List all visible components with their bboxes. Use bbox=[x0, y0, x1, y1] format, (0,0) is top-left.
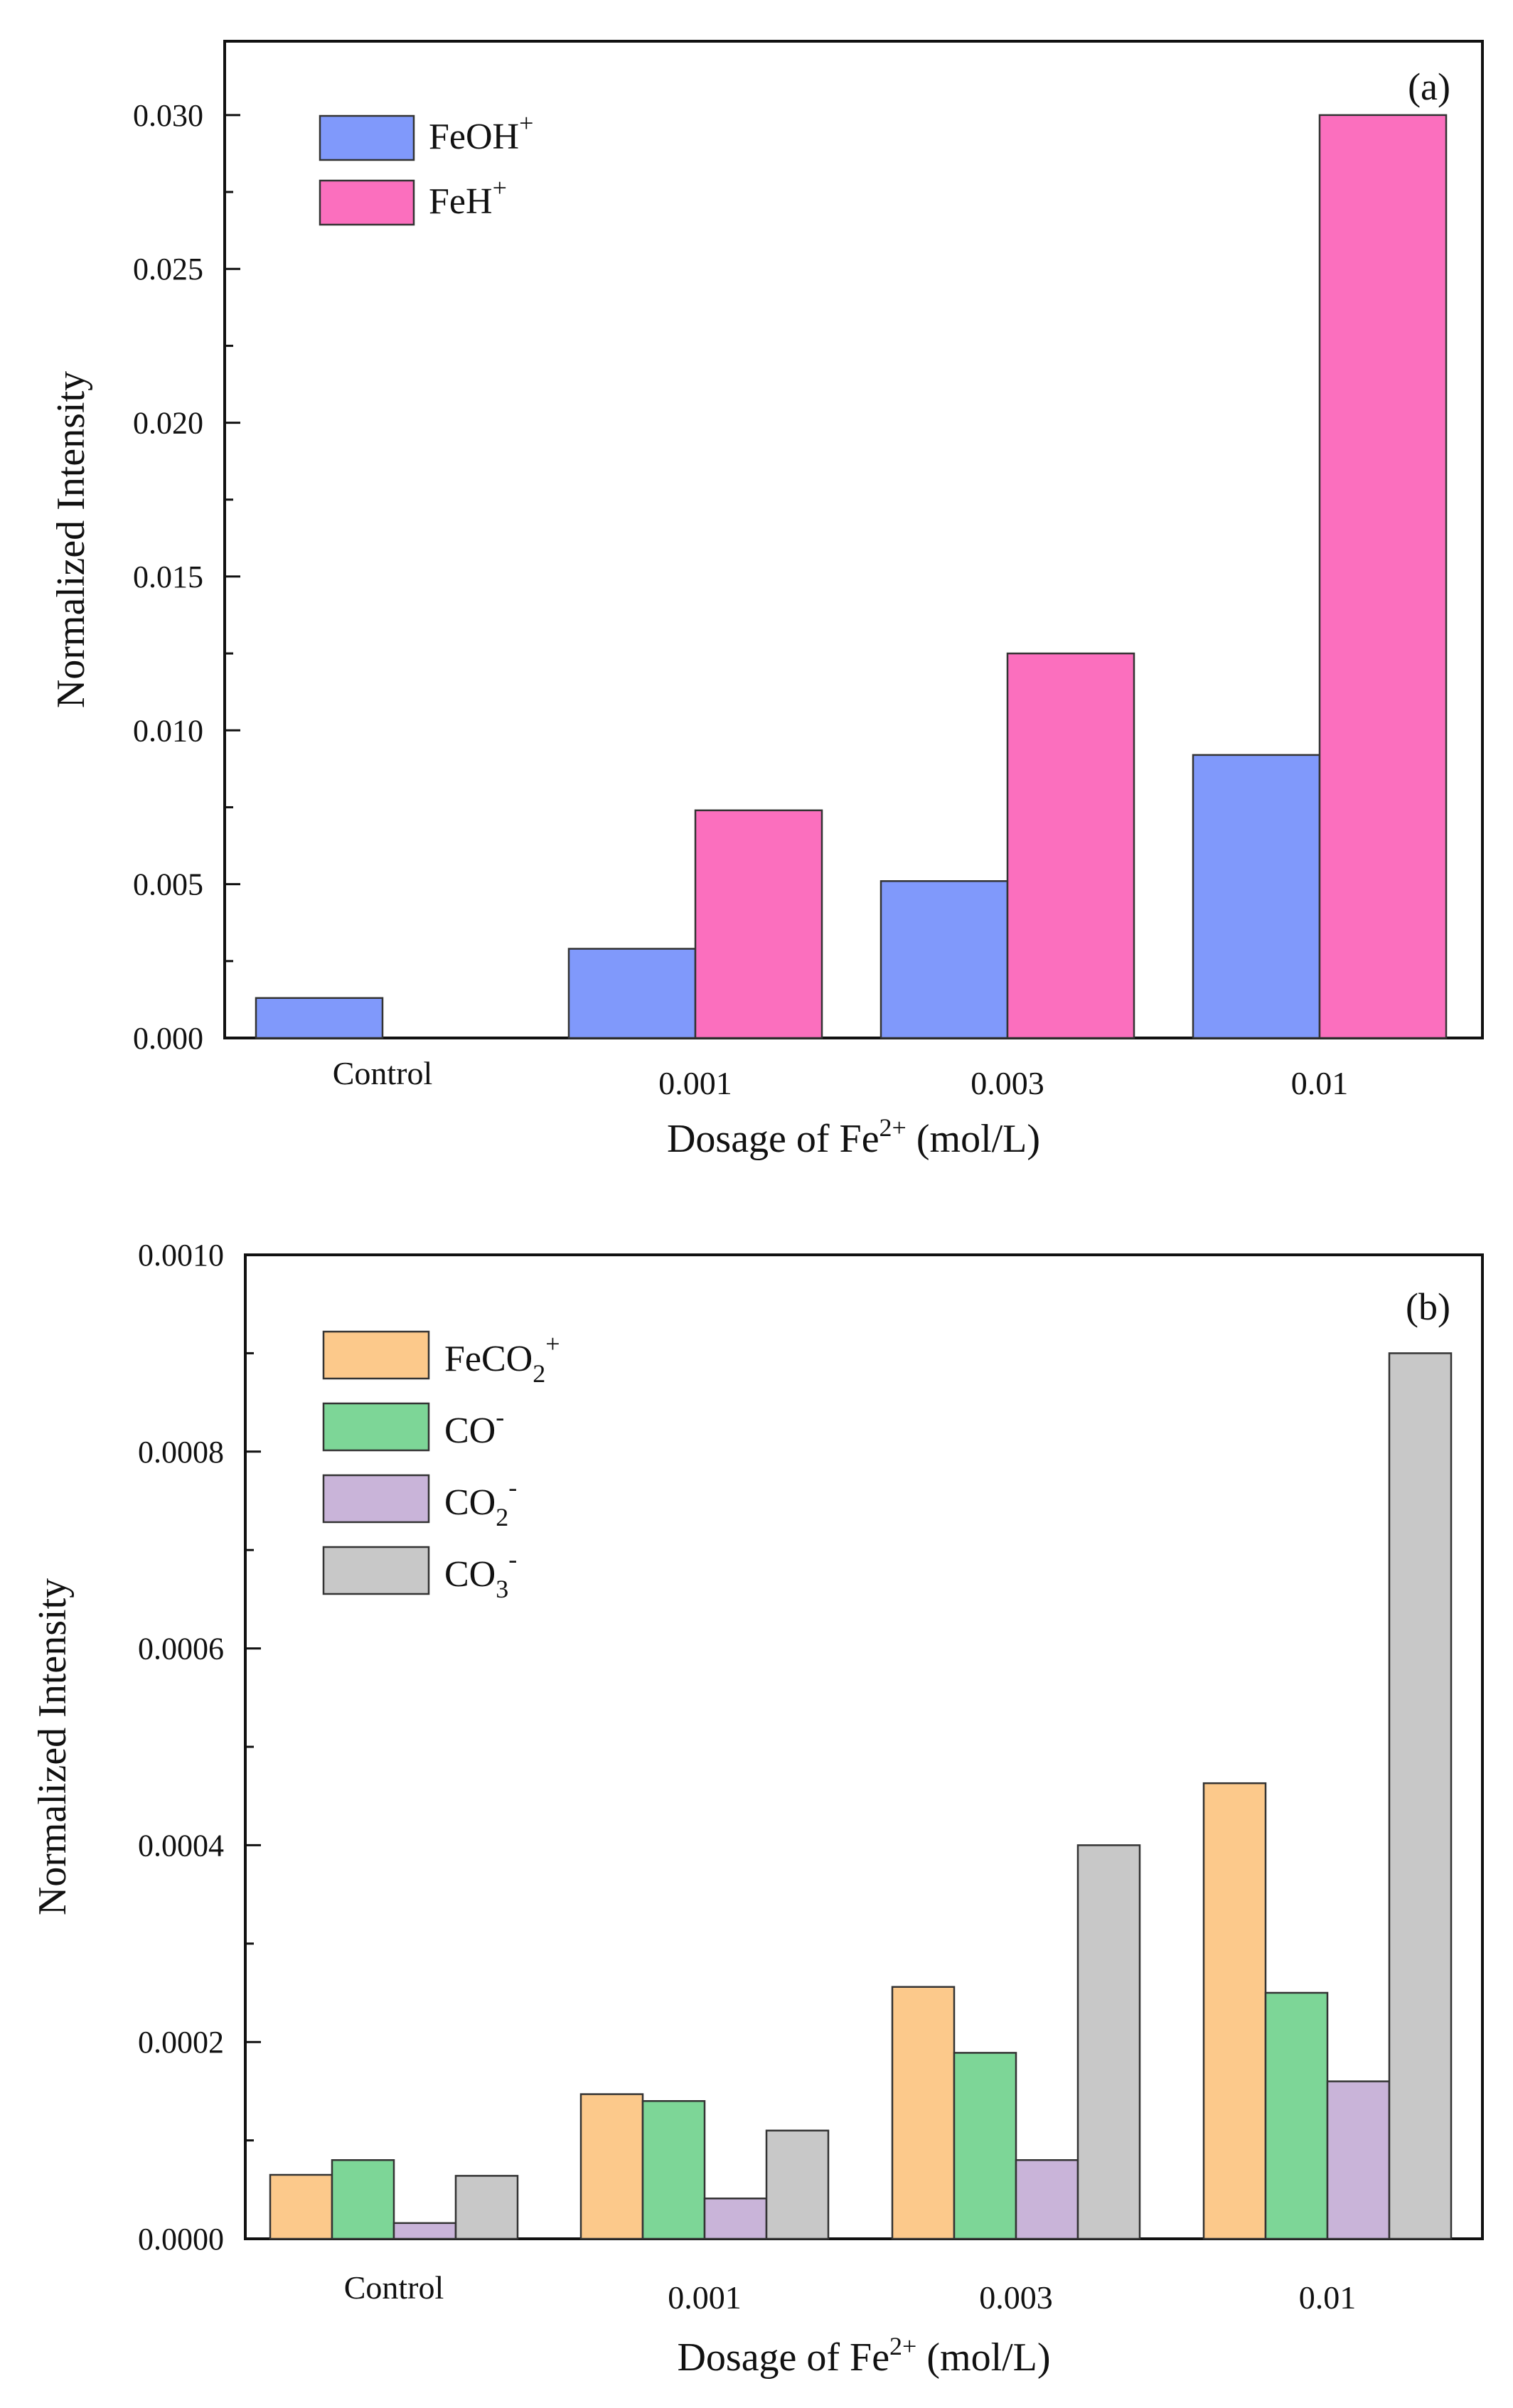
bar bbox=[1326, 2080, 1391, 2240]
y-tick-label: 0.0006 bbox=[138, 1632, 224, 1666]
y-tick-label: 0.025 bbox=[133, 252, 203, 287]
x-category-label: 0.003 bbox=[979, 2279, 1053, 2316]
legend: FeOH+ FeH+ bbox=[319, 109, 533, 226]
bar bbox=[703, 2198, 768, 2240]
y-tick-label: 0.0010 bbox=[138, 1238, 224, 1273]
panel-label: (a) bbox=[1408, 65, 1450, 108]
bar bbox=[1318, 114, 1448, 1039]
y-tick-label: 0.000 bbox=[133, 1021, 203, 1056]
y-tick-label: 0.015 bbox=[133, 560, 203, 594]
legend-label: CO3- bbox=[444, 1545, 517, 1603]
x-category-label: 0.001 bbox=[668, 2279, 742, 2316]
y-tick-label: 0.010 bbox=[133, 713, 203, 748]
bar bbox=[641, 2099, 706, 2240]
y-axis-title: Normalized Intensity bbox=[49, 371, 93, 708]
legend-label: FeH+ bbox=[429, 173, 507, 222]
x-axis-title: Dosage of Fe2+ (mol/L) bbox=[667, 1113, 1040, 1161]
bar bbox=[567, 948, 697, 1039]
bar bbox=[694, 809, 823, 1039]
bar bbox=[255, 997, 384, 1039]
x-axis-title: Dosage of Fe2+ (mol/L) bbox=[677, 2332, 1050, 2380]
bar bbox=[269, 2173, 333, 2240]
bar bbox=[1076, 1844, 1141, 2240]
bar bbox=[331, 2159, 395, 2240]
x-category-label: Control bbox=[344, 2269, 444, 2306]
y-tick-label: 0.030 bbox=[133, 98, 203, 133]
legend-swatch bbox=[322, 1546, 430, 1595]
y-tick-label: 0.020 bbox=[133, 406, 203, 441]
y-tick-label: 0.0002 bbox=[138, 2025, 224, 2060]
chart-panel-b: 0.0000 0.0002 0.0004 0.0006 0.0008 0.0010 Cont… bbox=[31, 1238, 1484, 2380]
legend-swatch bbox=[322, 1402, 430, 1452]
bar bbox=[1264, 1991, 1329, 2240]
legend-label: CO2- bbox=[444, 1473, 517, 1531]
legend-label: CO- bbox=[444, 1403, 504, 1451]
y-tick-label: 0.0000 bbox=[138, 2222, 224, 2257]
bar bbox=[1006, 652, 1135, 1039]
bar bbox=[1192, 754, 1321, 1039]
y-tick-label: 0.005 bbox=[133, 867, 203, 902]
bar bbox=[454, 2175, 519, 2240]
bar bbox=[765, 2129, 830, 2240]
bar bbox=[1015, 2159, 1079, 2240]
bar bbox=[392, 2222, 457, 2240]
bar bbox=[891, 1986, 956, 2240]
plot-frame bbox=[223, 40, 1484, 1039]
legend-label: FeCO2+ bbox=[444, 1329, 560, 1388]
bar bbox=[953, 2052, 1017, 2240]
bar bbox=[579, 2093, 644, 2240]
legend-swatch bbox=[322, 1330, 430, 1380]
bar bbox=[880, 880, 1009, 1039]
y-tick-label: 0.0008 bbox=[138, 1435, 224, 1470]
bar bbox=[1388, 1352, 1453, 2240]
panel-label: (b) bbox=[1406, 1285, 1450, 1328]
y-axis-title: Normalized Intensity bbox=[31, 1578, 75, 1915]
legend-swatch bbox=[319, 179, 415, 226]
x-category-label: 0.003 bbox=[971, 1065, 1044, 1101]
legend-swatch bbox=[319, 114, 415, 161]
bar bbox=[1202, 1782, 1267, 2240]
x-category-label: 0.01 bbox=[1299, 2279, 1357, 2316]
chart-panel-a: 0.000 0.005 0.010 0.015 0.020 0.025 0.030 Contr… bbox=[49, 40, 1484, 1161]
legend-label: FeOH+ bbox=[429, 109, 533, 157]
x-category-label: Control bbox=[333, 1055, 433, 1091]
legend: FeCO2+ CO- CO2- CO3- bbox=[322, 1329, 560, 1603]
x-category-label: 0.001 bbox=[658, 1065, 732, 1101]
legend-swatch bbox=[322, 1474, 430, 1524]
y-tick-label: 0.0004 bbox=[138, 1828, 224, 1863]
x-category-label: 0.01 bbox=[1291, 1065, 1349, 1101]
